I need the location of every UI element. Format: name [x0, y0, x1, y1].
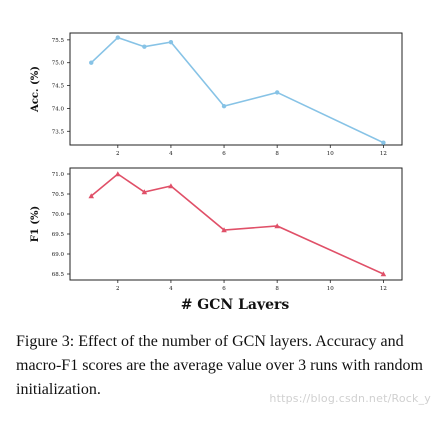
f1-y-tick-label: 68.5 [52, 272, 65, 278]
f1-y-axis-label: F1 (%) [30, 206, 41, 243]
f1-y-tick-label: 71.0 [52, 172, 65, 178]
acc-x-tick-label: 2 [116, 151, 120, 157]
acc-x-tick-label: 12 [380, 151, 387, 157]
acc-y-tick-label: 75.5 [52, 38, 65, 44]
acc-data-point [115, 35, 121, 40]
f1-x-tick-label: 2 [116, 286, 120, 292]
acc-y-tick-label: 74.0 [52, 106, 65, 112]
f1-x-tick-label: 6 [222, 286, 226, 292]
f1-y-tick-label: 69.5 [52, 232, 65, 238]
f1-data-point [168, 183, 174, 189]
acc-y-tick-label: 73.5 [52, 129, 65, 135]
x-axis-label: # GCN Layers [181, 297, 290, 310]
f1-data-point [380, 271, 387, 277]
acc-x-tick-label: 8 [275, 151, 279, 157]
f1-x-tick-label: 8 [275, 286, 279, 292]
f1-data-point [88, 193, 95, 199]
f1-plot-frame [69, 167, 403, 281]
acc-data-point [168, 39, 174, 45]
f1-x-tick-label: 12 [380, 286, 387, 292]
acc-y-axis-label: Acc. (%) [30, 66, 41, 113]
acc-data-point [221, 103, 227, 109]
accuracy-panel: 73.5 74.0 74.5 75.0 75.5 2 4 6 8 10 12 Acc. (%) [30, 32, 403, 157]
acc-data-point [381, 140, 386, 145]
figure: 73.5 74.0 74.5 75.0 75.5 2 4 6 8 10 12 Acc. (%) 68.… [30, 32, 403, 310]
f1-y-tick-label: 69.0 [52, 252, 65, 258]
watermark: https://blog.csdn.net/Rock_y [269, 392, 431, 405]
acc-y-tick-label: 75.0 [52, 61, 65, 67]
f1-x-tick-label: 10 [327, 286, 334, 292]
acc-series-line [90, 36, 384, 144]
acc-data-point [274, 90, 280, 95]
f1-data-point [115, 171, 121, 177]
f1-y-tick-label: 70.0 [52, 212, 65, 218]
acc-data-point [89, 60, 94, 65]
f1-series-line [90, 173, 384, 275]
acc-y-tick-label: 74.5 [52, 84, 65, 90]
acc-x-tick-label: 6 [222, 151, 226, 157]
f1-y-tick-label: 70.5 [52, 192, 65, 198]
f1-x-tick-label: 4 [169, 286, 173, 292]
acc-x-tick-label: 4 [169, 151, 173, 157]
acc-plot-frame [69, 32, 403, 146]
acc-x-tick-label: 10 [327, 151, 334, 157]
acc-data-point [142, 44, 147, 49]
f1-panel: 68.5 69.0 69.5 70.0 70.5 71.0 2 4 6 8 10 12 F1 (%) [30, 167, 403, 292]
figure-caption: Figure 3: Effect of the number of GCN la… [16, 333, 423, 398]
f1-data-point [274, 223, 280, 229]
f1-data-point [141, 189, 148, 195]
f1-data-point [221, 227, 227, 233]
